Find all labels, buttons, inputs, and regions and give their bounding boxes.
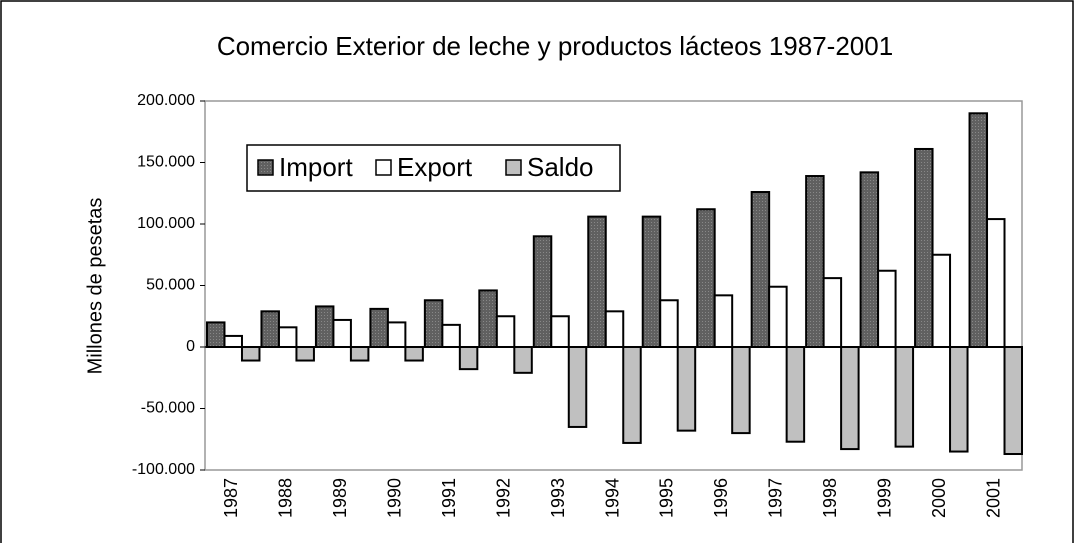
chart-title: Comercio Exterior de leche y productos l… [217,31,893,61]
bar [713,294,734,348]
y-tick-label: 100.000 [137,215,195,232]
bar [676,346,697,432]
bar [768,285,788,349]
y-tick-label: -100.000 [132,461,195,478]
x-tick-label: 1994 [602,478,622,518]
bar [260,310,280,348]
bar [986,218,1006,348]
bar [513,346,533,374]
legend-box [246,144,621,192]
legend-swatch [257,159,274,176]
y-tick-label: 150.000 [137,154,195,171]
x-tick-label: 2001 [984,478,1004,518]
x-tick-label: 1992 [493,478,513,518]
bar [314,305,335,349]
x-tick-label: 1993 [548,478,568,518]
bar [386,321,407,348]
bar [458,346,479,371]
x-tick-label: 1995 [657,478,677,518]
legend-label: Saldo [527,152,594,182]
bar [478,289,498,349]
legend-swatch [505,159,522,176]
bar [785,346,806,443]
bar [349,346,370,362]
bar [859,171,880,348]
bar [731,346,751,435]
y-tick-label: -50.000 [141,400,195,417]
bar [240,346,261,362]
bar [223,334,243,348]
bar [587,215,607,348]
y-axis-label: Millones de pesetas [84,198,106,375]
bar [659,299,679,349]
bar [877,269,897,348]
legend-swatch [375,159,392,176]
legend-label: Import [279,152,353,182]
x-tick-label: 1988 [275,478,295,518]
bar [894,346,915,448]
x-tick-label: 2000 [929,478,949,518]
bar [277,326,298,349]
bar [822,277,843,348]
y-tick-label: 50.000 [146,277,195,294]
bar [369,307,389,348]
bar [914,147,934,348]
x-tick-label: 1998 [820,478,840,518]
x-tick-label: 1999 [875,478,895,518]
bar [567,346,588,428]
bar [750,191,771,348]
legend-label: Export [397,152,473,182]
y-tick-label: 0 [186,338,195,355]
bar [949,346,969,453]
bar [423,299,444,349]
bar [495,315,516,348]
bar [332,318,352,349]
bar [805,175,825,348]
y-tick-label: 200.000 [137,92,195,109]
bar [604,310,625,348]
bar [696,208,716,348]
bar [295,346,315,362]
bar [441,323,461,348]
bar [968,112,989,348]
x-tick-label: 1996 [711,478,731,518]
bar [532,235,553,348]
bar [1003,346,1023,456]
bar [622,346,642,444]
x-tick-label: 1990 [384,478,404,518]
x-tick-label: 1997 [766,478,786,518]
bar [404,346,424,362]
x-tick-label: 1991 [439,478,459,518]
x-tick-label: 1987 [221,478,241,518]
bar [550,315,570,348]
bar [206,321,226,348]
bar [840,346,860,451]
x-tick-label: 1989 [330,478,350,518]
bar [931,253,952,348]
bar [641,215,662,348]
